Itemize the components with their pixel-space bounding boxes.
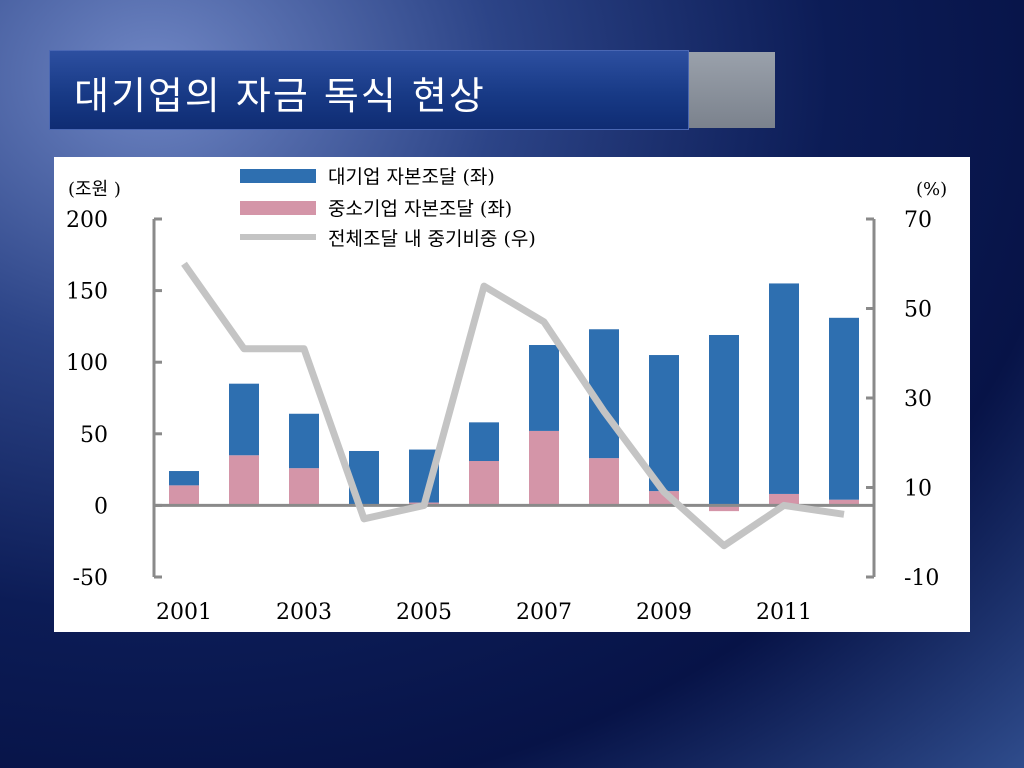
bar-small-firms <box>529 430 559 506</box>
slide-title: 대기업의 자금 독식 현상 <box>74 74 486 118</box>
left-tick-label: -50 <box>73 566 108 591</box>
bar-small-firms <box>229 455 259 506</box>
bar-small-firms <box>589 458 619 506</box>
right-tick-label: -10 <box>904 566 939 591</box>
bar-small-firms <box>709 505 739 512</box>
bar-large-firms <box>289 413 319 469</box>
legend-swatch-large-firms <box>240 169 316 183</box>
bar-small-firms <box>469 461 499 506</box>
legend-swatch-small-firms <box>240 201 316 215</box>
bar-small-firms <box>769 493 799 506</box>
right-tick-label: 50 <box>904 298 932 323</box>
x-tick-label: 2007 <box>516 600 572 625</box>
bar-small-firms <box>169 485 199 506</box>
combo-chart: 200 150 100 50 0 -50 70 50 30 10 -10 (조원 ) (%) 2001 20… <box>66 166 947 625</box>
bar-large-firms <box>829 317 859 500</box>
bar-small-firms <box>829 499 859 506</box>
bar-small-firms <box>289 468 319 506</box>
x-tick-label: 2011 <box>756 600 812 625</box>
right-tick-label: 30 <box>904 387 932 412</box>
left-tick-label: 50 <box>80 423 108 448</box>
right-tick-label: 10 <box>904 477 932 502</box>
bar-large-firms <box>229 383 259 456</box>
chart-panel: 200 150 100 50 0 -50 70 50 30 10 -10 (조원 ) (%) 2001 20… <box>54 157 970 632</box>
x-tick-label: 2003 <box>276 600 332 625</box>
legend-label-small-firms: 중소기업 자본조달 (좌) <box>328 198 512 220</box>
x-tick-label: 2009 <box>636 600 692 625</box>
left-tick-label: 100 <box>66 351 108 376</box>
legend-label-large-firms: 대기업 자본조달 (좌) <box>328 166 495 188</box>
bar-large-firms <box>769 283 799 494</box>
x-tick-label: 2001 <box>156 600 212 625</box>
left-tick-label: 200 <box>66 208 108 233</box>
right-axis-unit: (%) <box>916 179 947 200</box>
bar-large-firms <box>649 355 679 492</box>
left-tick-label: 150 <box>66 280 108 305</box>
share-line <box>181 261 845 550</box>
right-tick-label: 70 <box>904 208 932 233</box>
title-accent-block <box>689 52 775 128</box>
bar-large-firms <box>169 471 199 486</box>
bar-large-firms <box>469 422 499 462</box>
left-axis-unit: (조원 ) <box>68 179 121 200</box>
bar-large-firms <box>529 345 559 431</box>
x-tick-label: 2005 <box>396 600 452 625</box>
bar-large-firms <box>709 334 739 506</box>
title-bar: 대기업의 자금 독식 현상 <box>49 50 689 130</box>
legend-label-share-line: 전체조달 내 중기비중 (우) <box>328 228 536 250</box>
left-tick-label: 0 <box>94 494 108 519</box>
